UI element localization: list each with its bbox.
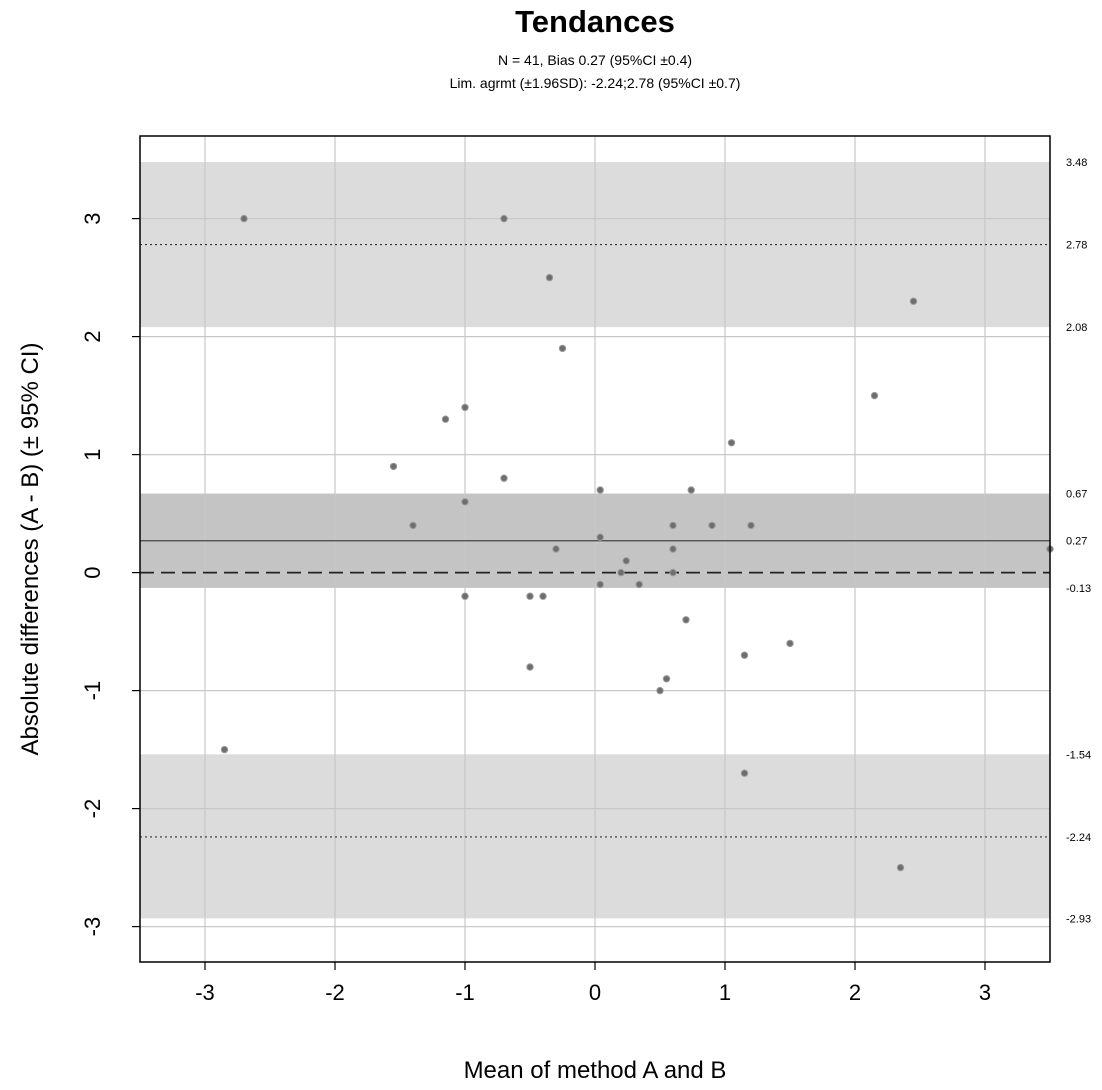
data-point xyxy=(747,521,755,530)
data-point xyxy=(500,214,508,223)
y-axis-label: Absolute differences (A - B) (± 95% CI) xyxy=(17,343,44,756)
y-tick-label: 0 xyxy=(80,566,105,578)
y-tick-label: 1 xyxy=(80,448,105,460)
right-axis-value-label: -0.13 xyxy=(1066,583,1091,595)
data-point xyxy=(656,686,664,695)
data-point xyxy=(545,273,554,282)
data-point xyxy=(596,533,604,541)
right-axis-value-label: 2.78 xyxy=(1066,240,1087,252)
x-tick-label: -1 xyxy=(455,980,475,1005)
right-axis-value-label: -2.93 xyxy=(1066,913,1091,925)
data-point xyxy=(240,214,248,223)
x-tick-label: -3 xyxy=(195,980,215,1005)
x-tick-label: 2 xyxy=(849,980,861,1005)
right-axis-value-label: -2.24 xyxy=(1066,832,1091,844)
data-point xyxy=(870,391,879,400)
data-point xyxy=(635,580,643,589)
data-point xyxy=(220,745,229,754)
x-tick-label: 1 xyxy=(719,980,731,1005)
chart-subtitle-line-1: N = 41, Bias 0.27 (95%CI ±0.4) xyxy=(497,52,693,68)
y-tick-label: 3 xyxy=(80,212,105,224)
data-point xyxy=(909,297,918,305)
right-axis-labels: 3.48 2.78 2.08 0.67 0.27 -0.13 -1.54 -2.24 -2.93 xyxy=(1066,157,1091,925)
data-point xyxy=(526,663,534,671)
right-axis-value-label: 3.48 xyxy=(1066,157,1087,169)
data-point xyxy=(596,486,604,494)
chart-title: Tendances xyxy=(515,4,675,39)
data-point xyxy=(500,474,508,482)
x-tick-label: 0 xyxy=(589,980,601,1005)
data-point xyxy=(687,486,695,494)
data-point xyxy=(669,568,677,577)
data-point xyxy=(441,415,450,423)
data-point xyxy=(461,403,469,412)
y-tick-label: -1 xyxy=(80,681,105,701)
data-point xyxy=(669,521,677,530)
data-point xyxy=(461,498,469,506)
data-point xyxy=(740,769,749,777)
data-point xyxy=(558,344,567,353)
x-axis-label: Mean of method A and B xyxy=(464,1057,727,1084)
data-point xyxy=(389,462,398,471)
data-point xyxy=(740,651,749,659)
right-axis-value-label: -1.54 xyxy=(1066,749,1091,761)
x-tick-label: 3 xyxy=(979,980,991,1005)
right-axis-value-label: 0.67 xyxy=(1066,489,1087,501)
data-point xyxy=(708,521,716,530)
data-point xyxy=(539,592,547,600)
data-points xyxy=(220,214,1054,872)
y-axis: -3 -2 -1 0 1 2 3 xyxy=(80,212,140,936)
data-point xyxy=(596,580,604,589)
data-point xyxy=(617,568,625,577)
data-point xyxy=(662,675,671,683)
y-tick-label: -3 xyxy=(80,917,105,937)
x-axis: -3 -2 -1 0 1 2 3 xyxy=(195,962,991,1005)
data-point xyxy=(682,616,690,624)
x-tick-label: -2 xyxy=(325,980,345,1005)
y-tick-label: -2 xyxy=(80,799,105,819)
data-point xyxy=(526,592,534,600)
y-tick-label: 2 xyxy=(80,330,105,342)
data-point xyxy=(786,639,794,648)
data-point xyxy=(669,545,677,553)
data-point xyxy=(727,439,736,447)
data-point xyxy=(896,863,905,872)
data-point xyxy=(461,592,469,600)
data-point xyxy=(622,557,630,565)
data-point xyxy=(409,521,417,530)
right-axis-value-label: 0.27 xyxy=(1066,536,1087,548)
chart-subtitle-line-2: Lim. agrmt (±1.96SD): -2.24;2.78 (95%CI … xyxy=(449,75,741,91)
right-axis-value-label: 2.08 xyxy=(1066,322,1087,334)
data-point xyxy=(552,545,560,553)
reference-lines xyxy=(140,243,1050,838)
